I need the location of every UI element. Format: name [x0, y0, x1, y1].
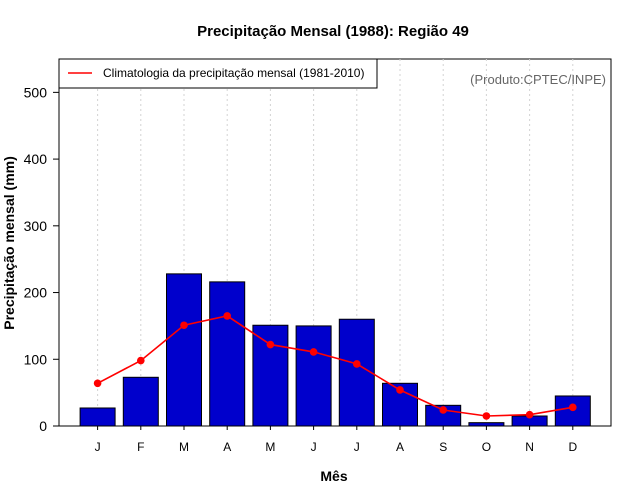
y-axis: 0 100 200 300 400 500: [24, 84, 59, 434]
precipitation-bar-10: [468, 422, 505, 427]
climatology-point-4: [223, 312, 231, 320]
x-tick-label: J: [354, 440, 360, 454]
climatology-point-9: [439, 406, 448, 414]
climatology-point-5: [266, 340, 275, 349]
y-axis-label: Precipitação mensal (mm): [1, 156, 17, 330]
y-tick-label: 400: [24, 151, 48, 167]
legend: Climatologia da precipitação mensal (198…: [58, 58, 378, 89]
x-tick-label: S: [439, 440, 447, 454]
bars-layer: [79, 273, 591, 427]
x-tick-label: M: [265, 440, 275, 454]
climatology-point-2: [137, 356, 145, 365]
x-tick-label: M: [179, 440, 189, 454]
x-tick-label: A: [223, 440, 231, 454]
legend-box: [58, 58, 378, 89]
climatology-point-3: [180, 321, 188, 330]
x-tick-label: D: [568, 440, 577, 454]
y-tick-label: 200: [24, 285, 48, 301]
x-tick-label: F: [137, 440, 144, 454]
climatology-line-layer: [93, 312, 577, 420]
climatology-point-8: [396, 386, 404, 394]
x-axis-label: Mês: [320, 468, 347, 484]
product-credit: (Produto:CPTEC/INPE): [470, 72, 606, 87]
chart-title: Precipitação Mensal (1988): Região 49: [197, 23, 469, 40]
climatology-point-12: [569, 403, 577, 412]
climatology-point-11: [525, 410, 534, 419]
x-tick-label: J: [311, 440, 317, 454]
climatology-point-1: [93, 379, 102, 388]
precipitation-bar-7: [338, 318, 375, 427]
x-tick-label: J: [95, 440, 101, 454]
precipitation-bar-5: [252, 324, 289, 427]
x-tick-label: A: [396, 440, 404, 454]
y-tick-label: 0: [39, 418, 47, 434]
climatology-point-6: [309, 348, 318, 356]
legend-entry-climatology: Climatologia da precipitação mensal (198…: [103, 66, 364, 80]
climatology-point-10: [482, 412, 491, 420]
y-tick-label: 300: [24, 218, 48, 234]
precipitation-bar-1: [79, 407, 116, 427]
x-tick-label: N: [525, 440, 534, 454]
x-tick-label: O: [482, 440, 491, 454]
y-tick-label: 100: [24, 351, 48, 367]
precipitation-bar-3: [166, 273, 202, 427]
precipitation-bar-4: [209, 281, 246, 427]
climatology-line: [97, 315, 573, 417]
climatology-point-7: [353, 360, 361, 368]
precipitation-bar-2: [122, 376, 159, 427]
y-tick-label: 500: [24, 84, 48, 100]
plot-frame: [58, 58, 612, 427]
precipitation-bar-6: [295, 325, 332, 427]
